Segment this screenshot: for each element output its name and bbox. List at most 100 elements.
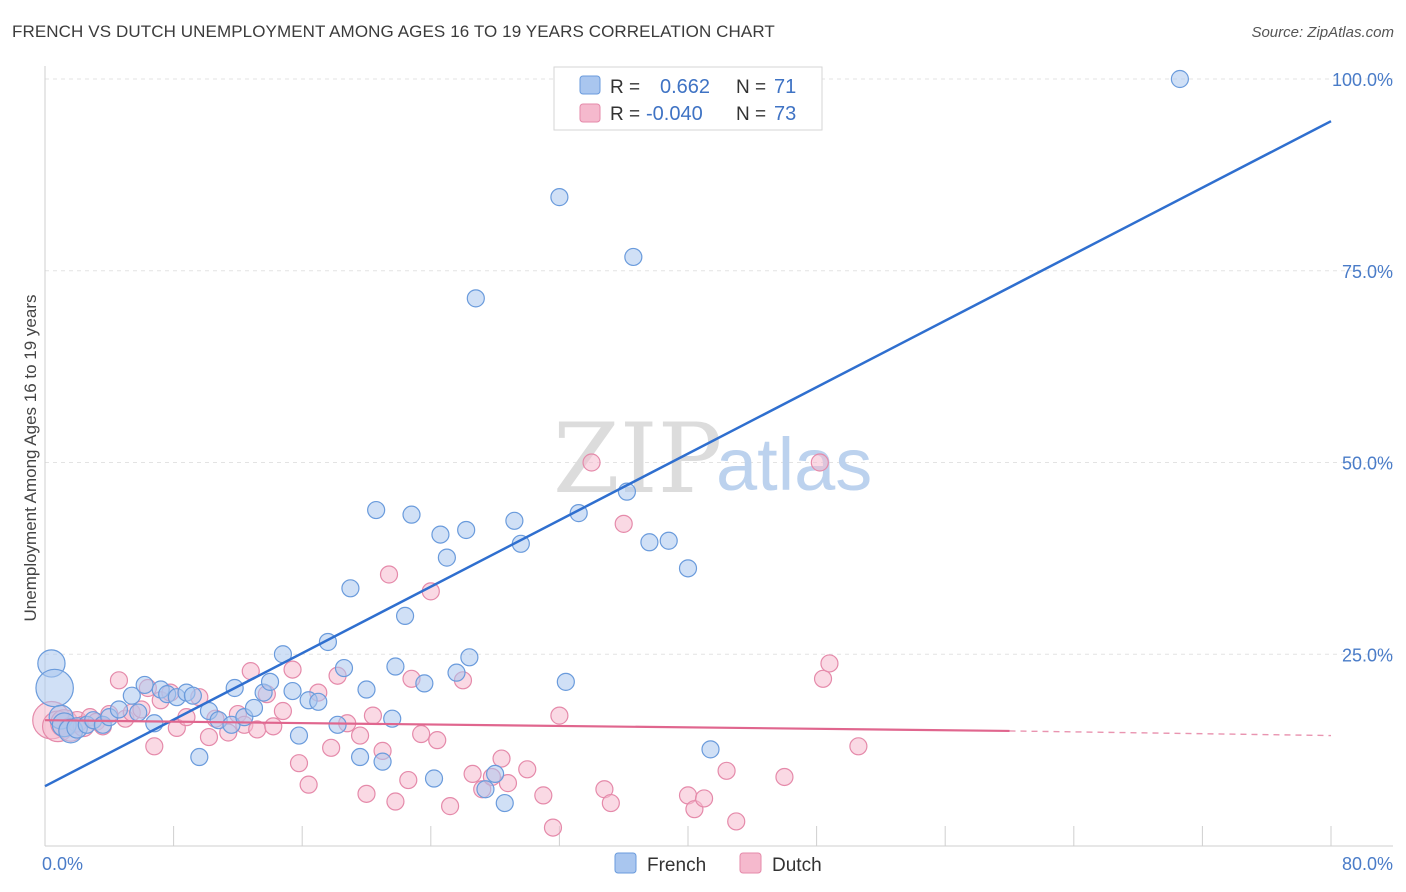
french-point — [309, 692, 328, 711]
french-point — [447, 663, 466, 682]
dutch-point — [492, 749, 511, 768]
dutch-point — [813, 669, 833, 688]
dutch-point — [727, 812, 746, 831]
dutch-point — [440, 797, 460, 816]
dutch-point — [109, 671, 129, 690]
french-point — [183, 686, 202, 705]
french-point — [486, 764, 505, 784]
french-point — [244, 698, 264, 718]
french-point — [350, 747, 370, 767]
dutch-point — [322, 738, 341, 757]
dutch-point — [849, 737, 868, 756]
french-point — [457, 520, 476, 540]
dutch-point — [518, 760, 537, 779]
french-series — [35, 69, 1189, 813]
french-trend-line — [44, 120, 1332, 788]
watermark-zip: ZIP — [553, 403, 722, 515]
dutch-series — [32, 453, 868, 837]
y-tick-label: 50.0% — [1342, 454, 1393, 474]
french-point — [402, 505, 421, 524]
french-point — [357, 680, 376, 699]
french-point — [289, 726, 309, 745]
dutch-point — [350, 726, 370, 745]
dutch-point — [264, 717, 283, 736]
french-point — [190, 747, 209, 767]
legend-top: R = 0.662 N = 71 R = -0.040 N = 73 — [553, 66, 823, 131]
dutch-point — [363, 706, 383, 725]
legend-dutch-n-value: 73 — [774, 103, 796, 125]
dutch-point — [428, 731, 447, 750]
french-point — [505, 511, 524, 530]
french-point — [659, 531, 678, 550]
french-point — [383, 709, 402, 728]
dutch-point — [145, 737, 164, 756]
dutch-point — [199, 727, 219, 747]
dutch-point — [498, 774, 518, 793]
dutch-point — [614, 514, 633, 533]
y-tick-label: 25.0% — [1342, 645, 1393, 665]
legend-dutch-r-label: R = — [610, 104, 640, 125]
french-point — [334, 658, 354, 678]
legend-bottom: French Dutch — [614, 852, 822, 876]
legend-bottom-french-label: French — [647, 855, 706, 876]
dutch-point — [601, 793, 620, 813]
gridlines — [45, 78, 1393, 655]
french-point — [283, 681, 302, 701]
dutch-point — [534, 786, 553, 805]
dutch-point — [717, 761, 736, 780]
dutch-point — [775, 767, 794, 787]
dutch-point — [273, 701, 293, 721]
dutch-point — [582, 453, 601, 472]
legend-dutch-n-label: N = — [736, 104, 766, 125]
legend-french-r-label: R = — [610, 77, 640, 98]
french-point — [109, 700, 129, 719]
y-axis-label: Unemployment Among Ages 16 to 19 years — [21, 295, 40, 622]
french-point — [135, 675, 154, 695]
dutch-point — [810, 453, 829, 472]
legend-bottom-dutch-swatch — [739, 852, 762, 874]
dutch-point — [399, 770, 418, 790]
dutch-point — [289, 754, 309, 773]
french-point — [431, 525, 450, 544]
french-point — [701, 740, 720, 759]
french-point — [437, 548, 456, 567]
french-point — [476, 780, 495, 799]
dutch-point — [550, 706, 569, 725]
dutch-point — [379, 565, 399, 584]
dutch-point — [694, 789, 714, 808]
x-tick-label-min: 0.0% — [42, 854, 83, 874]
french-point — [624, 247, 643, 267]
french-point — [415, 674, 434, 693]
dutch-point — [543, 818, 563, 837]
french-point — [395, 606, 415, 626]
y-tick-label: 100.0% — [1332, 70, 1393, 90]
dutch-point — [283, 660, 302, 679]
legend-bottom-dutch-label: Dutch — [772, 855, 822, 876]
french-point — [341, 579, 360, 598]
trend-lines — [44, 120, 1332, 788]
french-point — [466, 289, 485, 308]
legend-dutch-r-value: -0.040 — [646, 103, 703, 125]
french-point — [129, 703, 148, 722]
watermark: ZIP atlas — [553, 403, 872, 515]
watermark-atlas: atlas — [716, 423, 872, 506]
french-point — [460, 648, 479, 667]
legend-french-n-value: 71 — [774, 76, 796, 98]
legend-bottom-french-swatch — [614, 852, 637, 874]
french-point — [640, 533, 659, 552]
dutch-point — [386, 792, 405, 811]
french-point — [556, 672, 575, 691]
legend-french-n-label: N = — [736, 77, 766, 98]
french-point — [424, 769, 444, 788]
french-point — [1170, 69, 1189, 89]
dutch-trend-line — [44, 719, 1010, 733]
dutch-point — [357, 784, 376, 803]
tick-labels: 25.0% 50.0% 75.0% 100.0% 0.0% 80.0% — [42, 70, 1393, 874]
legend-dutch-swatch — [579, 103, 601, 123]
dutch-point — [412, 724, 431, 744]
french-point — [367, 500, 386, 520]
french-point — [122, 686, 141, 705]
legend-french-swatch — [579, 75, 601, 95]
french-point — [373, 752, 392, 771]
